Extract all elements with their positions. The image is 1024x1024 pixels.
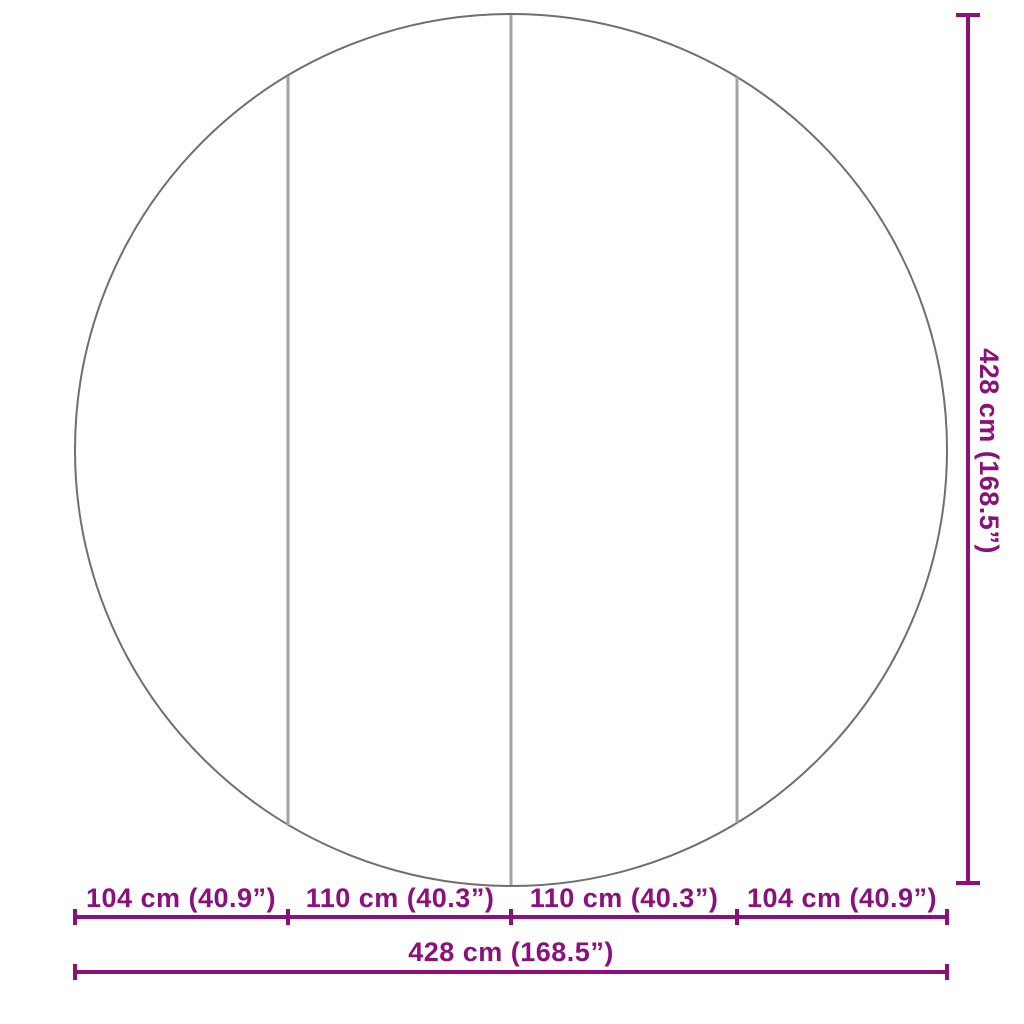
overall-width-dimension: 428 cm (168.5”) [73,937,949,980]
segment-3-width-label: 110 cm (40.3”) [530,883,719,913]
segment-4-width-label: 104 cm (40.9”) [747,883,937,913]
segment-widths-dimension: 104 cm (40.9”) 110 cm (40.3”) 110 cm (40… [73,883,949,925]
segment-1-width-label: 104 cm (40.9”) [86,883,276,913]
overall-height-label: 428 cm (168.5”) [974,348,1004,554]
overall-width-label: 428 cm (168.5”) [408,937,614,967]
overall-height-dimension: 428 cm (168.5”) [956,13,1004,885]
segment-2-width-label: 110 cm (40.3”) [306,883,495,913]
